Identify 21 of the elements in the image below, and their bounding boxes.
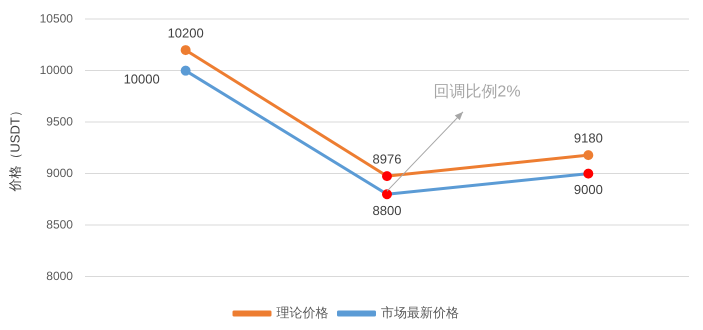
point <box>583 150 594 160</box>
y-tick-label: 9500 <box>46 114 74 128</box>
data-label: 8976 <box>372 152 402 167</box>
point <box>583 168 594 179</box>
data-label: 10000 <box>124 71 160 86</box>
point <box>180 45 191 56</box>
data-label: 9180 <box>574 130 603 146</box>
data-label: 8800 <box>372 202 402 218</box>
annotation: 回调比例2% <box>433 82 521 100</box>
legend-label: 理论价格 <box>276 305 328 320</box>
y-tick-label: 8000 <box>46 268 74 283</box>
y-tick-label: 10500 <box>40 12 74 26</box>
data-label: 10200 <box>168 26 204 41</box>
y-tick-label: 8500 <box>46 217 74 232</box>
point <box>180 66 191 76</box>
legend-label: 市场最新价格 <box>381 305 459 320</box>
y-axis-title: 价格（USDT） <box>7 104 22 193</box>
point <box>382 189 392 200</box>
y-tick-label: 10000 <box>40 62 74 77</box>
y-tick-label: 9000 <box>46 166 74 180</box>
data-label: 9000 <box>574 182 603 198</box>
